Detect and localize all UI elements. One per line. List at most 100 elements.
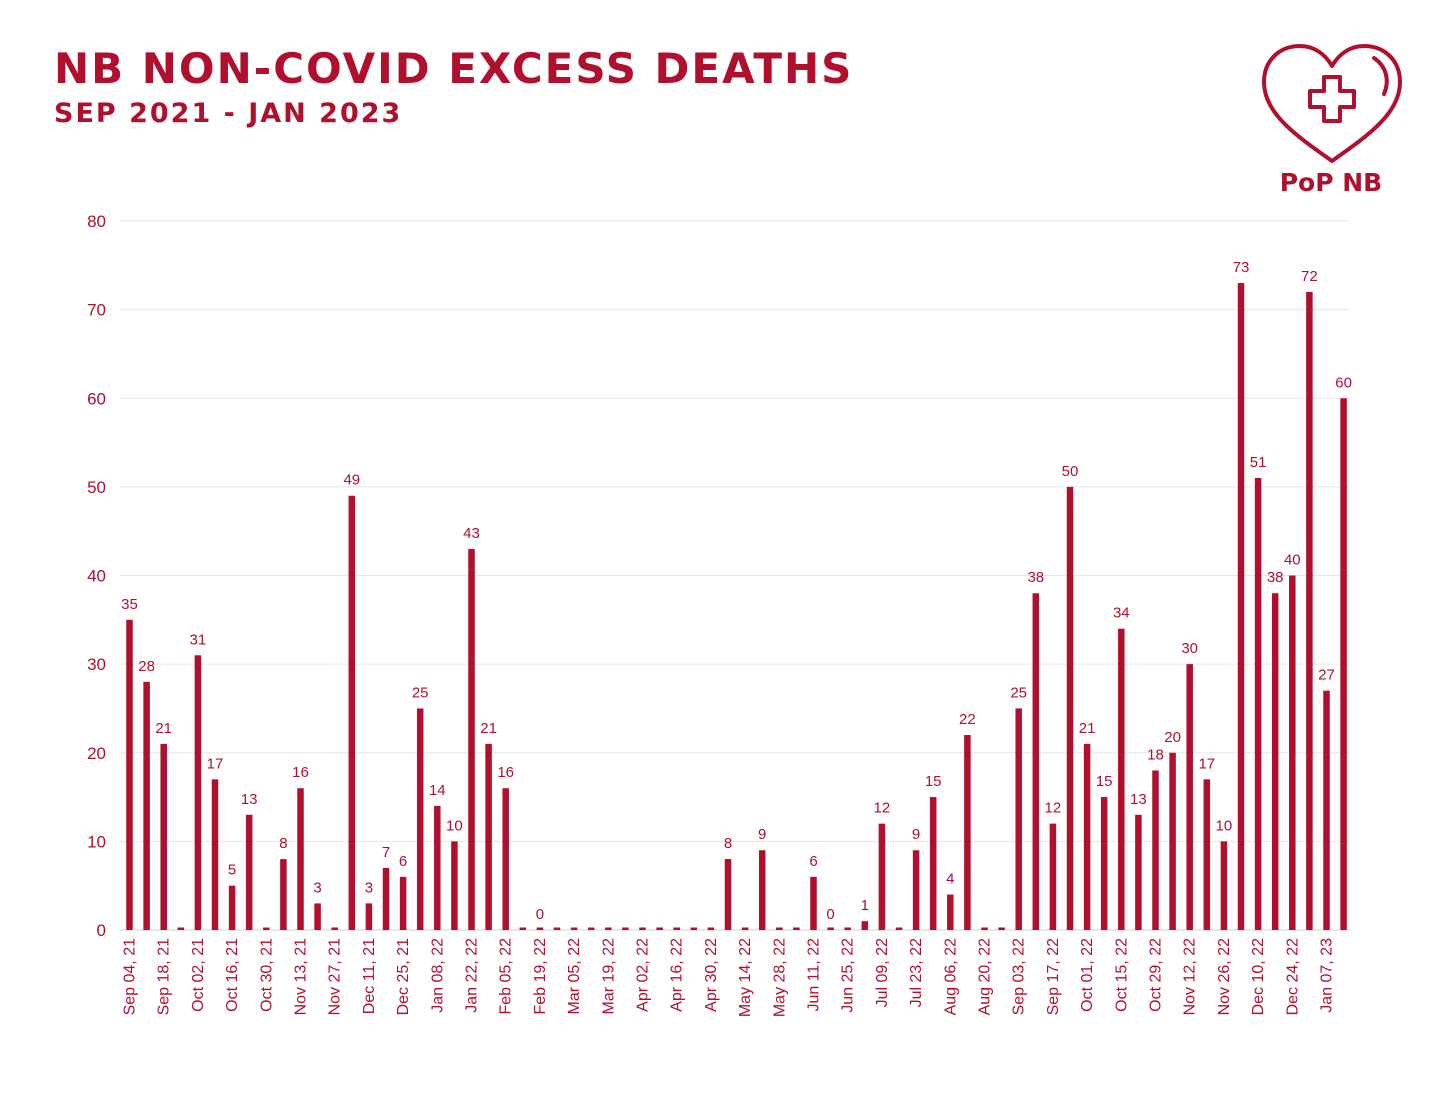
- bar: [1340, 398, 1347, 930]
- x-tick-label: Apr 02, 22: [635, 938, 652, 1012]
- x-tick-label: Nov 13, 21: [293, 938, 310, 1015]
- y-tick-label: 50: [87, 478, 106, 497]
- x-tick-label: Sep 17, 22: [1045, 938, 1062, 1016]
- data-label: 16: [497, 764, 514, 781]
- bar: [245, 814, 253, 930]
- data-label: 17: [1198, 755, 1215, 772]
- bar: [177, 927, 185, 930]
- bar: [160, 743, 167, 930]
- bar: [502, 788, 509, 930]
- bar: [793, 927, 800, 930]
- x-tick-label: Apr 16, 22: [669, 938, 686, 1012]
- x-tick-label: Oct 02, 21: [190, 938, 207, 1012]
- bar: [1169, 752, 1176, 930]
- data-label: 3: [313, 879, 321, 896]
- bar: [707, 927, 715, 930]
- bar: [570, 927, 578, 930]
- x-tick-label: Dec 10, 22: [1250, 938, 1267, 1015]
- bar: [143, 681, 150, 930]
- data-label: 8: [279, 835, 287, 852]
- data-label: 27: [1318, 667, 1335, 684]
- data-label: 20: [1164, 729, 1181, 746]
- data-label: 5: [228, 862, 236, 879]
- bar: [827, 927, 834, 930]
- bar: [587, 927, 595, 930]
- x-tick-label: Aug 20, 22: [977, 938, 994, 1016]
- bar: [1306, 291, 1313, 930]
- bar: [1237, 283, 1245, 931]
- bar: [485, 743, 492, 930]
- bar: [126, 619, 133, 930]
- bar: [211, 779, 219, 930]
- bar: [314, 903, 321, 930]
- bar: [656, 927, 663, 930]
- bar: [690, 927, 698, 930]
- x-tick-label: Sep 03, 22: [1011, 938, 1028, 1016]
- bar: [878, 823, 886, 930]
- x-tick-label: Jan 22, 22: [464, 938, 481, 1013]
- data-label: 34: [1113, 605, 1130, 622]
- data-label: 35: [121, 596, 138, 613]
- data-label: 22: [959, 711, 976, 728]
- x-tick-label: Jun 11, 22: [806, 938, 823, 1012]
- gridlines: [120, 220, 1350, 931]
- bar: [981, 927, 988, 930]
- bar: [622, 927, 629, 930]
- bar: [1049, 823, 1057, 930]
- data-label: 49: [343, 472, 360, 489]
- x-tick-label: Jan 08, 22: [429, 938, 446, 1013]
- data-label: 10: [446, 817, 463, 834]
- bar: [536, 927, 544, 930]
- data-label: 8: [724, 835, 732, 852]
- bar: [1066, 486, 1074, 930]
- x-axis: Sep 04, 21 Sep 18, 21 Oct 02, 21 Oct 16, 21…: [122, 938, 1336, 1017]
- x-tick-label: Dec 11, 21: [361, 938, 378, 1014]
- y-tick-label: 40: [87, 567, 106, 586]
- x-tick-label: Jan 07, 23: [1319, 938, 1336, 1013]
- data-label: 17: [207, 755, 224, 772]
- bar-series: [126, 283, 1347, 931]
- bar: [1254, 478, 1262, 930]
- y-tick-label: 0: [97, 921, 106, 940]
- data-label: 15: [1096, 773, 1113, 790]
- y-tick-label: 80: [87, 212, 106, 231]
- data-label: 4: [946, 871, 954, 888]
- data-label: 9: [912, 826, 920, 843]
- bar: [331, 927, 338, 930]
- data-label: 21: [1079, 720, 1096, 737]
- y-tick-label: 20: [87, 744, 106, 763]
- data-label: 15: [925, 773, 942, 790]
- bar: [639, 927, 646, 930]
- chart-subtitle: SEP 2021 - JAN 2023: [54, 98, 403, 129]
- data-label: 13: [241, 791, 258, 808]
- bar: [947, 894, 954, 930]
- x-tick-label: Apr 30, 22: [703, 938, 720, 1012]
- data-label: 50: [1062, 463, 1079, 480]
- heart-with-cross-icon: [1262, 44, 1402, 163]
- bar: [1015, 708, 1022, 930]
- y-tick-label: 60: [87, 389, 106, 408]
- x-tick-label: Mar 05, 22: [566, 938, 583, 1015]
- y-axis: 0 10 20 30 40 50 60 70 80: [87, 212, 106, 940]
- x-tick-label: Nov 27, 21: [327, 938, 344, 1015]
- bar: [1203, 779, 1211, 930]
- bar: [1220, 841, 1228, 930]
- x-tick-label: Aug 06, 22: [942, 938, 959, 1016]
- x-tick-label: Dec 24, 22: [1284, 938, 1301, 1015]
- x-tick-label: May 14, 22: [737, 938, 754, 1017]
- data-label: 0: [536, 906, 544, 923]
- x-tick-label: Mar 19, 22: [600, 938, 617, 1015]
- bar: [673, 927, 680, 930]
- bar: [228, 885, 236, 930]
- bar: [758, 850, 766, 930]
- data-label: 51: [1250, 454, 1267, 471]
- data-label: 18: [1147, 746, 1164, 763]
- data-label: 9: [758, 826, 766, 843]
- bar: [416, 708, 424, 930]
- bar: [1323, 690, 1330, 930]
- x-tick-label: Jun 25, 22: [840, 938, 857, 1013]
- bar: [399, 876, 407, 930]
- bar: [553, 927, 561, 930]
- bar: [1271, 593, 1279, 930]
- data-label: 31: [190, 631, 207, 648]
